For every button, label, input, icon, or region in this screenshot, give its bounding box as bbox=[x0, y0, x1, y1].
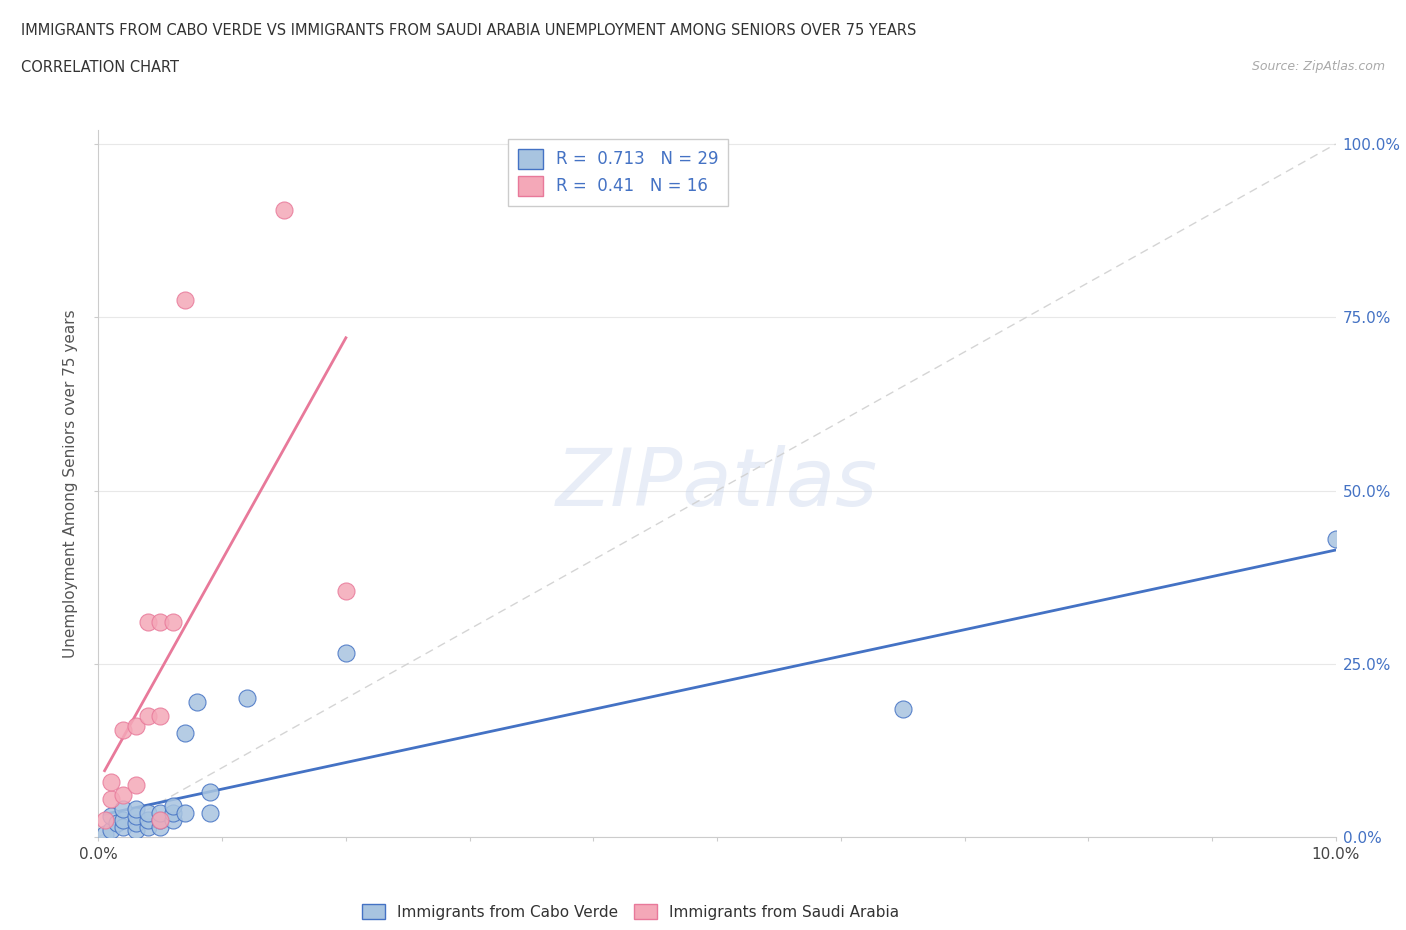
Point bbox=[162, 798, 184, 813]
Point bbox=[1324, 532, 1347, 547]
Point bbox=[124, 719, 146, 734]
Point bbox=[124, 777, 146, 792]
Point bbox=[124, 809, 146, 824]
Point bbox=[112, 788, 135, 803]
Point bbox=[136, 615, 159, 630]
Point bbox=[174, 293, 197, 308]
Point bbox=[100, 823, 122, 838]
Point bbox=[105, 816, 128, 830]
Point bbox=[100, 774, 122, 789]
Point bbox=[136, 819, 159, 834]
Point bbox=[198, 785, 221, 800]
Point bbox=[162, 615, 184, 630]
Point bbox=[149, 805, 172, 820]
Point bbox=[149, 709, 172, 724]
Point bbox=[149, 615, 172, 630]
Point bbox=[149, 812, 172, 827]
Point bbox=[162, 805, 184, 820]
Point bbox=[174, 725, 197, 740]
Point bbox=[93, 826, 115, 841]
Point bbox=[124, 823, 146, 838]
Point bbox=[100, 791, 122, 806]
Point bbox=[124, 802, 146, 817]
Point bbox=[149, 812, 172, 827]
Point bbox=[891, 701, 914, 716]
Y-axis label: Unemployment Among Seniors over 75 years: Unemployment Among Seniors over 75 years bbox=[63, 310, 77, 658]
Point bbox=[136, 805, 159, 820]
Point bbox=[112, 812, 135, 827]
Point bbox=[335, 646, 357, 661]
Point bbox=[273, 203, 295, 218]
Point bbox=[149, 819, 172, 834]
Point bbox=[112, 723, 135, 737]
Text: Source: ZipAtlas.com: Source: ZipAtlas.com bbox=[1251, 60, 1385, 73]
Point bbox=[335, 583, 357, 598]
Point bbox=[136, 709, 159, 724]
Point bbox=[93, 812, 115, 827]
Text: IMMIGRANTS FROM CABO VERDE VS IMMIGRANTS FROM SAUDI ARABIA UNEMPLOYMENT AMONG SE: IMMIGRANTS FROM CABO VERDE VS IMMIGRANTS… bbox=[21, 23, 917, 38]
Point bbox=[198, 805, 221, 820]
Legend: Immigrants from Cabo Verde, Immigrants from Saudi Arabia: Immigrants from Cabo Verde, Immigrants f… bbox=[356, 897, 905, 926]
Point bbox=[124, 816, 146, 830]
Point bbox=[112, 802, 135, 817]
Point bbox=[236, 691, 259, 706]
Point bbox=[100, 809, 122, 824]
Point bbox=[174, 805, 197, 820]
Text: ZIPatlas: ZIPatlas bbox=[555, 445, 879, 523]
Point bbox=[162, 812, 184, 827]
Point bbox=[186, 695, 208, 710]
Text: CORRELATION CHART: CORRELATION CHART bbox=[21, 60, 179, 75]
Point bbox=[136, 812, 159, 827]
Point bbox=[112, 819, 135, 834]
